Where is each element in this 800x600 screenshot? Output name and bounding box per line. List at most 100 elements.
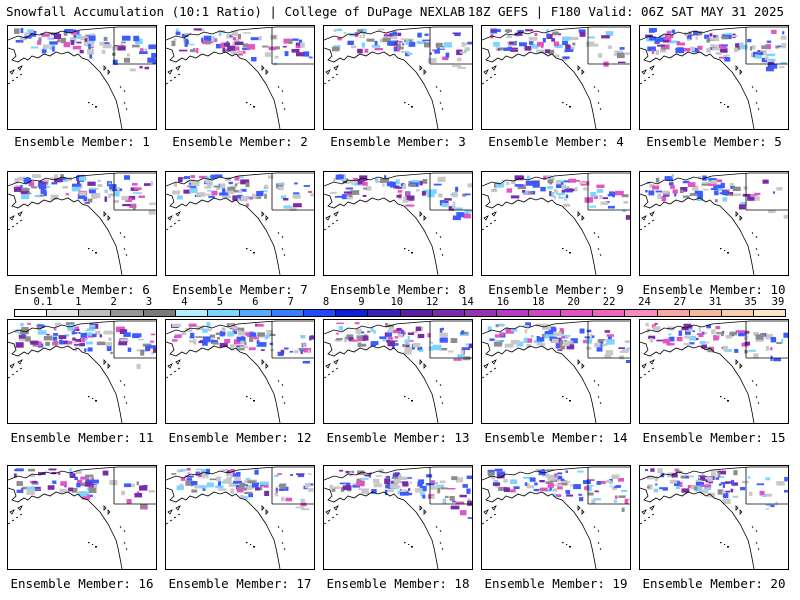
- colorbar-tick-label: 31: [708, 296, 722, 308]
- snowfall-shading: [172, 174, 314, 211]
- colorbar-tick-label: 14: [461, 296, 474, 308]
- snowfall-shading: [331, 28, 472, 69]
- snowfall-shading: [487, 468, 630, 512]
- colorbar-tick-label: 4: [181, 296, 188, 308]
- hawaii-islands: [88, 102, 97, 108]
- coastlines: [166, 466, 314, 569]
- hawaii-islands: [246, 102, 255, 108]
- colorbar-tick-label: 27: [673, 296, 687, 308]
- coastlines: [640, 172, 788, 275]
- hawaii-islands: [88, 542, 97, 548]
- colorbar-cell: [464, 310, 497, 316]
- coastlines: [166, 26, 314, 129]
- colorbar-tick-label: 22: [602, 296, 616, 308]
- ensemble-member-map: [481, 25, 631, 130]
- coastlines: [324, 26, 472, 129]
- coastlines: [482, 320, 630, 423]
- snowfall-shading: [490, 175, 630, 220]
- snowfall-shading: [645, 28, 787, 72]
- coastlines: [8, 320, 156, 423]
- colorbar-tick-label: 20: [567, 296, 581, 308]
- coastlines: [166, 320, 314, 423]
- colorbar-tick-label: 7: [287, 296, 294, 308]
- ensemble-member-map: [639, 319, 789, 424]
- colorbar-cell: [336, 310, 369, 316]
- ensemble-member-label: Ensemble Member: 12: [168, 430, 312, 445]
- colorbar: [14, 309, 786, 317]
- snowfall-shading: [645, 468, 788, 510]
- colorbar-cell: [529, 310, 562, 316]
- model-valid-time: 18Z GEFS | F180 Valid: 06Z SAT MAY 31 20…: [467, 4, 784, 19]
- ensemble-member-map: [7, 25, 157, 130]
- ensemble-member-label: Ensemble Member: 9: [488, 282, 624, 297]
- colorbar-cell: [400, 310, 433, 316]
- ensemble-member-map: [323, 465, 473, 570]
- colorbar-cell: [753, 310, 785, 316]
- ensemble-member-label: Ensemble Member: 18: [326, 576, 470, 591]
- ensemble-member-label: Ensemble Member: 15: [642, 430, 786, 445]
- ensemble-member-label: Ensemble Member: 8: [330, 282, 466, 297]
- ensemble-member-map: [481, 319, 631, 424]
- colorbar-cell: [561, 310, 594, 316]
- colorbar-cell: [175, 310, 208, 316]
- ensemble-member-label: Ensemble Member: 3: [330, 134, 466, 149]
- snowfall-shading: [329, 468, 472, 519]
- colorbar-tick-label: 6: [252, 296, 259, 308]
- colorbar-tick-label: 16: [496, 296, 510, 308]
- colorbar-tick-label: 3: [145, 296, 153, 308]
- ensemble-member-label: Ensemble Member: 19: [484, 576, 628, 591]
- ensemble-member-label: Ensemble Member: 14: [484, 430, 628, 445]
- hawaii-islands: [720, 248, 729, 254]
- colorbar-tick-label: 0.1: [33, 296, 53, 308]
- colorbar-tick-label: 8: [322, 296, 330, 308]
- ensemble-member-label: Ensemble Member: 4: [488, 134, 624, 149]
- ensemble-member-map: [165, 465, 315, 570]
- hawaii-islands: [88, 396, 97, 402]
- ensemble-member-map: [639, 465, 789, 570]
- coastlines: [324, 466, 472, 569]
- colorbar-cell: [432, 310, 465, 316]
- colorbar-tick-label: 35: [744, 296, 757, 308]
- coastlines: [482, 466, 630, 569]
- colorbar-labels: 0.1 1 2 3 4 5 6 7 8 9 10 12 14 16 18 20 22 24 27 31 35 39: [14, 296, 786, 308]
- snowfall-shading: [645, 174, 788, 219]
- hawaii-islands: [88, 248, 97, 254]
- colorbar-cell: [625, 310, 658, 316]
- colorbar-cell: [721, 310, 754, 316]
- colorbar-cell: [496, 310, 529, 316]
- hawaii-islands: [562, 542, 571, 548]
- colorbar-cell: [143, 310, 176, 316]
- colorbar-tick-label: 39: [771, 296, 785, 308]
- ensemble-member-map: [639, 171, 789, 276]
- hawaii-islands: [404, 102, 413, 108]
- snowfall-shading: [171, 28, 313, 66]
- colorbar-tick-label: 10: [390, 296, 404, 308]
- ensemble-member-label: Ensemble Member: 17: [168, 576, 312, 591]
- hawaii-islands: [404, 396, 413, 402]
- colorbar-tick-label: 2: [110, 296, 117, 308]
- ensemble-member-label: Ensemble Member: 16: [10, 576, 154, 591]
- ensemble-member-map: [481, 171, 631, 276]
- ensemble-member-label: Ensemble Member: 7: [172, 282, 308, 297]
- hawaii-islands: [562, 248, 571, 254]
- colorbar-tick-label: 5: [216, 296, 224, 308]
- hawaii-islands: [246, 248, 255, 254]
- colorbar-cell: [15, 310, 48, 316]
- colorbar-cell: [304, 310, 337, 316]
- snowfall-shading: [14, 322, 156, 369]
- coastlines: [640, 26, 788, 129]
- colorbar-cell: [47, 310, 80, 316]
- map-title: Snowfall Accumulation (10:1 Ratio) | Col…: [6, 4, 466, 19]
- snowfall-shading: [13, 174, 156, 215]
- ensemble-member-map: [7, 171, 157, 276]
- colorbar-cell: [593, 310, 626, 316]
- snowfall-shading: [13, 468, 155, 510]
- colorbar-tick-label: 12: [425, 296, 439, 308]
- hawaii-islands: [562, 102, 571, 108]
- snowfall-shading: [487, 322, 630, 363]
- ensemble-member-label: Ensemble Member: 1: [14, 134, 150, 149]
- hawaii-islands: [404, 248, 413, 254]
- ensemble-member-label: Ensemble Member: 5: [646, 134, 782, 149]
- ensemble-member-map: [165, 25, 315, 130]
- colorbar-tick-label: 9: [358, 296, 365, 308]
